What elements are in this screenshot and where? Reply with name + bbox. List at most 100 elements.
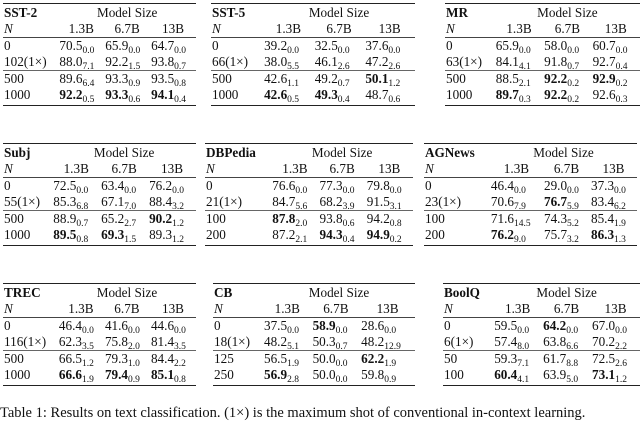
table-cell: 63.86.6: [542, 334, 591, 352]
model-size-label: 13B: [161, 161, 184, 176]
cell-std: 3.2: [567, 235, 579, 245]
dataset-name: SST-5: [212, 5, 246, 20]
results-table-sst-5: SST-5 Model Size N 1.3B 6.7B 13B 0 39.20.0 32.50…: [211, 3, 415, 106]
table-cell: 49.30.4: [314, 87, 365, 106]
dataset-name: TREC: [4, 285, 41, 300]
cell-std: 0.0: [335, 326, 348, 336]
model-size-label: 1.3B: [68, 21, 94, 36]
cell-value: 87.8: [272, 211, 296, 226]
table-cell: 92.21.5: [104, 54, 150, 72]
cell-value: 68.2: [319, 194, 343, 209]
cell-value: 37.5: [263, 318, 288, 333]
cell-value: 60.7: [592, 38, 616, 53]
table-cell: 81.43.5: [150, 334, 196, 352]
cell-std: 2.0: [295, 219, 308, 229]
model-size-header: Model Size: [533, 144, 594, 160]
cell-std: 2.2: [174, 359, 186, 369]
n-label: N: [212, 21, 221, 36]
model-size-header: Model Size: [308, 284, 370, 300]
cell-value: 79.4: [104, 367, 129, 382]
dataset-name: AGNews: [425, 145, 475, 160]
table-cell: 47.22.6: [364, 54, 415, 72]
cell-std: 1.5: [124, 235, 137, 245]
row-label: 0: [424, 177, 490, 194]
results-table-dbpedia: DBPedia Model Size N 1.3B 6.7B 13B 0 76.60.0 77.…: [205, 143, 413, 246]
cell-value: 63.8: [543, 334, 567, 349]
row-label: 66(1×): [212, 54, 249, 69]
cell-value: 49.3: [314, 87, 338, 102]
row-label: 0: [3, 177, 53, 194]
cell-value: 63.4: [101, 178, 125, 193]
cell-value: 76.7: [543, 194, 568, 209]
cell-std: 6.2: [614, 202, 626, 212]
cell-value: 50.0: [312, 351, 336, 366]
row-label: 100: [444, 367, 464, 382]
cell-value: 79.3: [104, 351, 129, 366]
table-row: 0 46.40.0 41.60.0 44.60.0: [3, 317, 196, 336]
cell-std: 8.8: [566, 359, 579, 369]
cell-value: 67.1: [101, 194, 125, 209]
model-size-label: 6.7B: [323, 301, 349, 316]
cell-std: 2.6: [615, 359, 627, 369]
cell-value: 93.8: [151, 54, 175, 69]
cell-std: 0.2: [615, 79, 628, 89]
table-row: 500 88.90.7 65.22.7 90.21.2: [3, 210, 196, 229]
table-cell: 91.80.7: [543, 54, 591, 72]
table-cell: 83.46.2: [590, 194, 637, 212]
subheader-row: N 1.3B 6.7B 13B: [213, 301, 415, 318]
cell-std: 0.0: [514, 186, 526, 196]
row-label: 1000: [4, 227, 31, 242]
cell-value: 49.2: [314, 71, 338, 86]
cell-std: 0.9: [384, 375, 397, 385]
row-label: 116(1×): [4, 334, 47, 349]
table-row: 1000 92.20.5 93.30.6 94.10.4: [3, 87, 196, 106]
cell-value: 50.1: [365, 71, 389, 86]
table-cell: 75.73.2: [543, 227, 590, 246]
table-cell: 56.51.9: [262, 350, 312, 369]
table-cell: 60.44.1: [493, 367, 542, 386]
table-cell: 89.70.3: [495, 87, 543, 106]
cell-value: 92.6: [592, 87, 616, 102]
table-cell: 93.50.8: [150, 70, 196, 89]
cell-std: 0.4: [342, 235, 355, 245]
cell-std: 0.0: [76, 186, 89, 196]
cell-value: 93.5: [151, 71, 175, 86]
table-cell: 87.22.1: [271, 227, 318, 246]
cell-std: 0.3: [518, 95, 531, 105]
table-row: 116(1×) 62.33.5 75.82.0 81.43.5: [3, 334, 196, 352]
cell-value: 65.9: [105, 38, 129, 53]
cell-value: 50.0: [312, 367, 336, 382]
row-label: 63(1×): [446, 54, 483, 69]
cell-value: 48.7: [365, 87, 389, 102]
model-size-label: 1.3B: [63, 161, 89, 176]
cell-value: 62.3: [58, 334, 82, 349]
cell-value: 84.1: [495, 54, 519, 69]
cell-value: 84.7: [272, 194, 296, 209]
cell-value: 81.4: [150, 334, 175, 349]
model-size-label: 1.3B: [274, 301, 300, 316]
table-cell: 48.70.6: [364, 87, 415, 106]
subheader-row: N 1.3B 6.7B 13B: [443, 301, 640, 318]
table-cell: 84.75.6: [271, 194, 318, 212]
cell-value: 85.4: [590, 211, 615, 226]
cell-value: 89.6: [59, 71, 83, 86]
cell-value: 88.0: [59, 54, 83, 69]
table-cell: 90.21.2: [148, 210, 196, 229]
table-row: 0 59.50.0 64.20.0 67.00.0: [443, 317, 640, 336]
table-cell: 94.20.8: [365, 210, 413, 229]
table-cell: 77.30.0: [318, 177, 366, 196]
model-size-label: 1.3B: [275, 21, 302, 36]
table-cell: 57.48.0: [493, 334, 542, 352]
cell-std: 0.5: [287, 95, 300, 105]
cell-std: 0.2: [567, 79, 580, 89]
cell-std: 6.6: [566, 342, 579, 352]
n-label: N: [214, 301, 223, 316]
table-row: 55(1×) 85.36.8 67.17.0 88.43.2: [3, 194, 196, 212]
cell-value: 37.3: [590, 178, 615, 193]
table-cell: 88.90.7: [52, 210, 101, 229]
table-cell: 37.30.0: [589, 177, 637, 196]
table-cell: 74.35.2: [542, 210, 590, 229]
table-cell: 88.07.1: [58, 54, 104, 72]
model-size-header: Model Size: [96, 4, 158, 20]
cell-value: 92.2: [544, 71, 568, 86]
